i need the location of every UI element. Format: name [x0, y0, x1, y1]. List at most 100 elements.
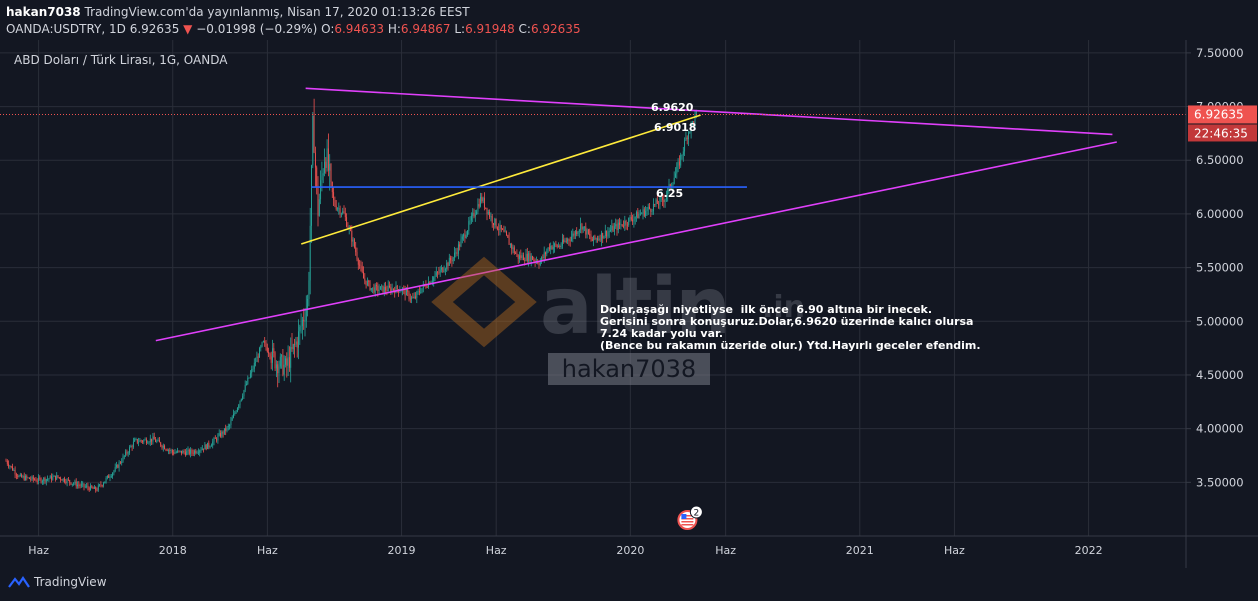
- candle-body: [160, 442, 162, 446]
- candle-body: [672, 183, 674, 186]
- candle-body: [405, 289, 407, 296]
- candle-body: [205, 444, 207, 450]
- level-label-6962: 6.9620: [651, 101, 694, 114]
- candle-body: [469, 220, 471, 222]
- candle-body: [662, 197, 663, 200]
- candle-body: [45, 479, 47, 482]
- price-tag-bg: [1188, 105, 1257, 124]
- chart-title: ABD Doları / Türk Lirası, 1G, OANDA: [14, 53, 228, 67]
- candle-body: [587, 229, 589, 234]
- candle-body: [599, 238, 601, 241]
- candle-body: [554, 243, 556, 247]
- candle-body: [448, 257, 450, 266]
- candle-body: [686, 137, 688, 140]
- candle-body: [197, 452, 199, 454]
- candle-body: [218, 433, 220, 436]
- candle-body: [365, 280, 367, 286]
- candle-body: [104, 481, 106, 484]
- flag-stripe: [681, 524, 694, 526]
- candle-body: [316, 167, 318, 189]
- candle-body: [168, 449, 169, 451]
- candle-body: [142, 440, 143, 442]
- candle-body: [203, 448, 205, 450]
- candle-body: [99, 484, 101, 486]
- candle-body: [555, 243, 557, 245]
- candle-body: [36, 481, 38, 482]
- candle-body: [538, 263, 540, 265]
- candle-body: [629, 217, 631, 218]
- candle-body: [252, 368, 254, 370]
- candle-body: [235, 411, 237, 413]
- candle-body: [690, 122, 692, 132]
- candle-body: [591, 239, 593, 242]
- candle-body: [53, 475, 55, 477]
- candle-body: [422, 284, 424, 289]
- ohlc-legend: OANDA:USDTRY, 1D 6.92635 ▼ −0.01998 (−0.…: [6, 22, 581, 36]
- candle-body: [234, 412, 236, 415]
- candle-body: [183, 450, 185, 453]
- candle-body: [19, 474, 21, 476]
- candle-body: [260, 346, 262, 349]
- candle-body: [75, 481, 77, 487]
- tradingview-logo[interactable]: TradingView: [8, 575, 107, 589]
- candle-body: [411, 297, 413, 299]
- time-tick-label: Haz: [257, 544, 278, 557]
- candle-body: [106, 475, 108, 478]
- candle-body: [581, 223, 583, 230]
- candle-body: [194, 450, 195, 454]
- candle-body: [585, 226, 587, 235]
- candle-body: [391, 288, 393, 292]
- candle-body: [114, 467, 116, 471]
- candle-body: [52, 476, 54, 480]
- candle-body: [685, 137, 687, 141]
- brand-label: TradingView: [34, 575, 107, 589]
- candle-body: [522, 255, 524, 261]
- candle-body: [119, 462, 121, 464]
- countdown-tag-bg: [1188, 124, 1257, 142]
- candle-body: [209, 446, 211, 448]
- symbol-label[interactable]: OANDA:USDTRY, 1D: [6, 22, 126, 36]
- candle-body: [642, 209, 644, 214]
- candle-body: [272, 348, 273, 363]
- candle-body: [84, 486, 86, 488]
- candle-body: [105, 477, 107, 482]
- candle-body: [307, 298, 309, 309]
- candle-body: [363, 271, 364, 279]
- candle-body: [637, 211, 639, 219]
- time-axis[interactable]: Haz 2018 Haz 2019 Haz 2020 Haz 2021 Haz 2022: [0, 535, 1258, 557]
- author-name[interactable]: hakan7038: [6, 5, 81, 19]
- candle-body: [173, 452, 175, 454]
- candle-body: [182, 450, 184, 454]
- candle-body: [109, 476, 111, 478]
- candle-body: [266, 347, 268, 352]
- candle-body: [31, 476, 33, 480]
- candle-body: [57, 475, 59, 478]
- chart-grid: [0, 40, 1186, 536]
- candle-body: [507, 235, 509, 238]
- annotation-note: Dolar,aşağı niyetliyse ilk önce 6.90 alt…: [600, 303, 981, 352]
- candle-body: [153, 436, 155, 440]
- candle-body: [80, 484, 82, 486]
- candle-body: [54, 475, 56, 480]
- price-axis[interactable]: 7.500007.000006.500006.000005.500005.000…: [1185, 40, 1258, 568]
- candle-body: [73, 483, 75, 485]
- candle-body: [299, 326, 301, 332]
- candle-body: [656, 199, 658, 204]
- candle-body: [552, 246, 554, 250]
- candle-body: [286, 358, 288, 366]
- candle-body: [10, 466, 12, 467]
- candle-body: [547, 247, 549, 251]
- candle-body: [443, 270, 445, 272]
- candle-body: [166, 449, 168, 451]
- price-tick-label: 4.50000: [1196, 368, 1244, 382]
- candle-body: [90, 485, 91, 491]
- candle-body: [385, 286, 387, 291]
- candle-body: [659, 197, 661, 205]
- high-value: 6.94867: [400, 22, 451, 36]
- candle-body: [329, 163, 331, 171]
- candle-body: [207, 442, 208, 450]
- candle-body: [148, 442, 150, 444]
- candle-body: [47, 478, 49, 480]
- candle-body: [399, 291, 401, 293]
